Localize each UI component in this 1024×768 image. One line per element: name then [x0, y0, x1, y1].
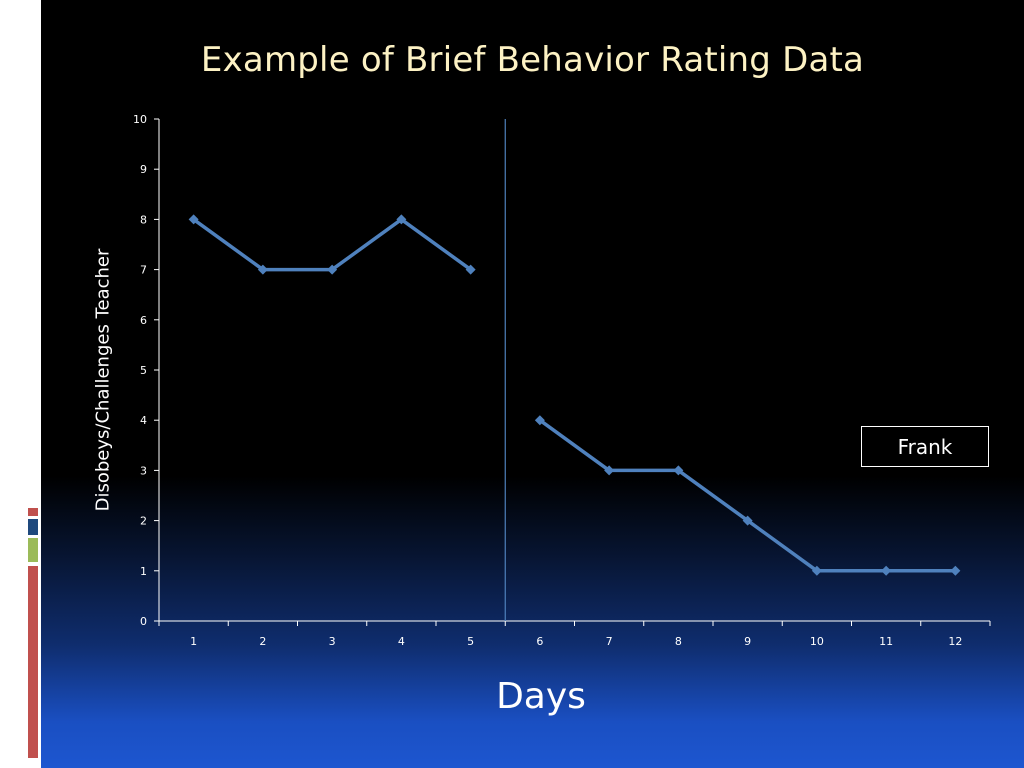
x-tick-label: 1 — [190, 635, 197, 648]
legend: Frank — [861, 426, 989, 467]
slide-background — [41, 0, 1024, 768]
y-tick-label: 6 — [140, 314, 147, 327]
x-tick-label: 9 — [744, 635, 751, 648]
x-tick-label: 12 — [948, 635, 962, 648]
y-tick-label: 0 — [140, 615, 147, 628]
deco-bar-blue — [28, 519, 38, 535]
x-tick-label: 8 — [675, 635, 682, 648]
chart-title: Example of Brief Behavior Rating Data — [200, 40, 865, 80]
y-tick-label: 7 — [140, 264, 147, 277]
deco-bar-green — [28, 538, 38, 562]
deco-bar-red-tall — [28, 566, 38, 758]
x-tick-label: 6 — [536, 635, 543, 648]
y-tick-label: 10 — [133, 113, 147, 126]
x-tick-label: 2 — [259, 635, 266, 648]
x-axis-label: Days — [496, 676, 586, 717]
series-line-segment — [538, 418, 956, 573]
x-tick-label: 10 — [810, 635, 824, 648]
x-tick-label: 4 — [398, 635, 405, 648]
data-point — [188, 214, 199, 225]
data-point — [327, 264, 338, 275]
y-tick-label: 3 — [140, 464, 147, 477]
data-point — [742, 515, 753, 526]
series-line-segment — [192, 217, 472, 272]
data-point — [950, 565, 961, 576]
data-point — [811, 565, 822, 576]
decorative-color-bars — [28, 508, 38, 758]
decorative-lines — [20, 18, 39, 118]
data-point — [534, 415, 545, 426]
x-tick-label: 11 — [879, 635, 893, 648]
x-tick-label: 7 — [606, 635, 613, 648]
y-tick-label: 8 — [140, 213, 147, 226]
y-tick-label: 9 — [140, 163, 147, 176]
y-tick-label: 4 — [140, 414, 147, 427]
x-tick-label: 3 — [329, 635, 336, 648]
y-tick-label: 1 — [140, 565, 147, 578]
y-tick-label: 5 — [140, 364, 147, 377]
x-tick-label: 5 — [467, 635, 474, 648]
y-tick-label: 2 — [140, 515, 147, 528]
data-point — [881, 565, 892, 576]
legend-entry-frank: Frank — [897, 434, 953, 459]
data-point — [257, 264, 268, 275]
data-point — [396, 214, 407, 225]
data-point — [465, 264, 476, 275]
data-point — [604, 465, 615, 476]
deco-bar-red-small — [28, 508, 38, 516]
data-point — [673, 465, 684, 476]
